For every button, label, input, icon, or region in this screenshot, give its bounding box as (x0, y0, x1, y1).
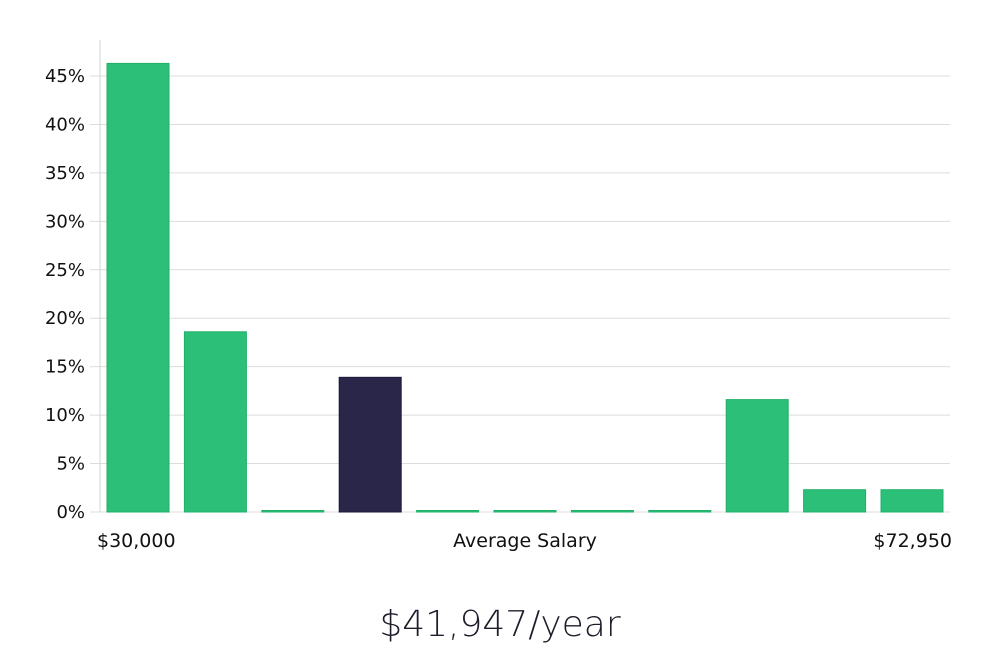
y-tick-label: 10% (45, 405, 85, 426)
bar (880, 489, 944, 513)
bar (725, 399, 789, 513)
bar (648, 510, 712, 513)
bars (106, 62, 944, 513)
x-axis-title: Average Salary (453, 530, 597, 552)
average-salary-value: $41,947/year (379, 604, 621, 645)
y-tick-label: 15% (45, 357, 85, 378)
y-axis-ticks: 0% 5% 10% 15% 20% 25% 30% 35% 40% 45% (45, 66, 85, 523)
x-axis-max-label: $72,950 (873, 530, 952, 552)
y-tick-label: 0% (56, 502, 85, 523)
bar (106, 62, 170, 513)
y-tick-label: 40% (45, 114, 85, 135)
salary-histogram-chart: 0% 5% 10% 15% 20% 25% 30% 35% 40% 45% $30,000 Ave… (45, 40, 952, 552)
bar (493, 510, 557, 513)
y-tick-label: 5% (56, 454, 85, 475)
y-tick-label: 30% (45, 211, 85, 232)
y-tick-label: 20% (45, 308, 85, 329)
bar (570, 510, 634, 513)
y-tick-label: 35% (45, 163, 85, 184)
bar (803, 489, 867, 513)
y-tick-label: 25% (45, 260, 85, 281)
y-tick-label: 45% (45, 66, 85, 87)
bar-highlighted (338, 376, 402, 513)
bar (416, 510, 480, 513)
bar (261, 510, 325, 513)
bar (183, 331, 247, 513)
x-axis-min-label: $30,000 (97, 530, 176, 552)
